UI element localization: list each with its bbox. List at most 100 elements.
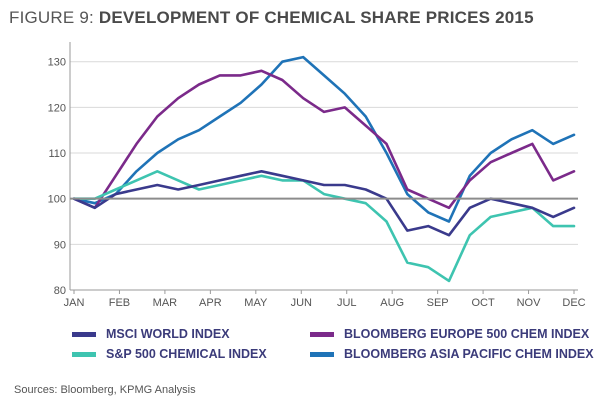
source-note: Sources: Bloomberg, KPMG Analysis bbox=[14, 384, 196, 396]
data-point-msci-world-index bbox=[406, 229, 409, 232]
data-point-bloomberg-asia-pacific-chem-index bbox=[135, 170, 138, 173]
data-point-msci-world-index bbox=[323, 184, 325, 186]
data-point-msci-world-index bbox=[177, 188, 180, 191]
data-point-s-p-500-chemical-index bbox=[239, 179, 242, 182]
legend-swatch-sp500 bbox=[72, 351, 96, 357]
data-point-bloomberg-europe-500-chem-index bbox=[302, 97, 305, 100]
data-point-bloomberg-asia-pacific-chem-index bbox=[364, 115, 367, 118]
legend-label-bloomberg-europe: BLOOMBERG EUROPE 500 CHEM INDEX bbox=[344, 327, 590, 341]
data-point-bloomberg-asia-pacific-chem-index bbox=[448, 220, 450, 223]
data-point-bloomberg-asia-pacific-chem-index bbox=[427, 211, 430, 214]
data-point-bloomberg-asia-pacific-chem-index bbox=[302, 56, 305, 58]
legend-swatch-bloomberg-europe bbox=[310, 331, 334, 337]
data-point-msci-world-index bbox=[260, 170, 263, 173]
data-point-s-p-500-chemical-index bbox=[323, 193, 325, 196]
data-point-msci-world-index bbox=[198, 184, 200, 186]
data-point-msci-world-index bbox=[156, 184, 159, 186]
data-point-bloomberg-europe-500-chem-index bbox=[552, 179, 555, 182]
data-point-msci-world-index bbox=[239, 174, 242, 177]
series-line-msci-world-index bbox=[72, 170, 576, 237]
data-point-bloomberg-asia-pacific-chem-index bbox=[385, 152, 388, 154]
legend-item-bloomberg-europe: BLOOMBERG EUROPE 500 CHEM INDEX bbox=[310, 327, 589, 341]
x-tick-label-apr: APR bbox=[199, 297, 222, 309]
legend-label-bloomberg-asia: BLOOMBERG ASIA PACIFIC CHEM INDEX bbox=[344, 347, 594, 361]
data-point-s-p-500-chemical-index bbox=[468, 234, 471, 237]
data-point-bloomberg-asia-pacific-chem-index bbox=[281, 60, 284, 63]
legend-label-msci: MSCI WORLD INDEX bbox=[106, 327, 230, 341]
data-point-bloomberg-europe-500-chem-index bbox=[343, 106, 346, 109]
data-point-s-p-500-chemical-index bbox=[218, 184, 221, 186]
data-point-msci-world-index bbox=[302, 179, 305, 182]
legend-item-msci: MSCI WORLD INDEX bbox=[72, 327, 230, 341]
data-point-msci-world-index bbox=[364, 188, 367, 191]
y-tick-label-120: 120 bbox=[48, 102, 66, 114]
data-point-bloomberg-asia-pacific-chem-index bbox=[510, 138, 513, 141]
data-point-s-p-500-chemical-index bbox=[448, 280, 450, 282]
x-tick-label-mar: MAR bbox=[153, 297, 178, 309]
data-point-s-p-500-chemical-index bbox=[385, 220, 388, 223]
y-tick-label-80: 80 bbox=[54, 285, 66, 297]
data-point-msci-world-index bbox=[573, 206, 575, 209]
data-point-bloomberg-europe-500-chem-index bbox=[177, 97, 180, 100]
data-point-msci-world-index bbox=[93, 206, 96, 209]
data-point-s-p-500-chemical-index bbox=[281, 179, 284, 182]
legend-swatch-msci bbox=[72, 331, 96, 337]
data-point-bloomberg-europe-500-chem-index bbox=[114, 174, 117, 177]
data-point-s-p-500-chemical-index bbox=[260, 174, 263, 177]
x-tick-label-sep: SEP bbox=[427, 297, 449, 309]
data-point-bloomberg-europe-500-chem-index bbox=[573, 170, 575, 173]
data-point-bloomberg-asia-pacific-chem-index bbox=[177, 138, 180, 141]
data-point-bloomberg-europe-500-chem-index bbox=[218, 74, 221, 77]
legend-label-sp500: S&P 500 CHEMICAL INDEX bbox=[106, 347, 267, 361]
y-tick-label-110: 110 bbox=[48, 148, 66, 160]
figure-number: FIGURE 9: bbox=[9, 8, 94, 27]
data-point-msci-world-index bbox=[114, 193, 117, 196]
data-point-bloomberg-europe-500-chem-index bbox=[198, 83, 200, 86]
data-point-s-p-500-chemical-index bbox=[198, 188, 200, 191]
data-point-bloomberg-asia-pacific-chem-index bbox=[406, 193, 409, 196]
x-tick-label-oct: OCT bbox=[471, 297, 495, 309]
data-point-bloomberg-europe-500-chem-index bbox=[364, 124, 367, 127]
x-tick-label-may: MAY bbox=[244, 297, 268, 309]
y-tick-label-130: 130 bbox=[48, 57, 66, 69]
legend-item-sp500: S&P 500 CHEMICAL INDEX bbox=[72, 347, 267, 361]
data-point-s-p-500-chemical-index bbox=[364, 202, 367, 205]
x-tick-label-dec: DEC bbox=[562, 297, 585, 309]
x-tick-label-aug: AUG bbox=[380, 297, 404, 309]
chart-title: FIGURE 9: DEVELOPMENT OF CHEMICAL SHARE … bbox=[9, 8, 534, 28]
line-chart: 80 90 100 110 120 130 JAN FEB MAR APR MAY JUN JUL AUG… bbox=[48, 42, 586, 309]
data-point-s-p-500-chemical-index bbox=[135, 179, 138, 182]
y-tick-label-90: 90 bbox=[54, 239, 66, 251]
data-point-bloomberg-asia-pacific-chem-index bbox=[198, 129, 200, 132]
x-tick-label-feb: FEB bbox=[109, 297, 130, 309]
data-point-bloomberg-europe-500-chem-index bbox=[468, 179, 471, 182]
data-point-s-p-500-chemical-index bbox=[406, 261, 409, 264]
x-tick-label-jan: JAN bbox=[64, 297, 85, 309]
data-point-msci-world-index bbox=[531, 206, 534, 209]
data-point-s-p-500-chemical-index bbox=[114, 188, 117, 191]
data-point-bloomberg-asia-pacific-chem-index bbox=[531, 129, 534, 132]
y-tick-label-100: 100 bbox=[48, 194, 66, 206]
data-point-msci-world-index bbox=[510, 202, 513, 205]
series-line-bloomberg-asia-pacific-chem-index bbox=[72, 55, 576, 223]
data-point-msci-world-index bbox=[427, 225, 430, 228]
data-point-s-p-500-chemical-index bbox=[510, 211, 513, 214]
data-point-msci-world-index bbox=[281, 174, 284, 177]
legend-swatch-bloomberg-asia bbox=[310, 351, 334, 357]
data-point-bloomberg-asia-pacific-chem-index bbox=[323, 74, 325, 77]
data-point-s-p-500-chemical-index bbox=[177, 179, 180, 182]
data-point-bloomberg-asia-pacific-chem-index bbox=[468, 174, 471, 177]
data-point-bloomberg-asia-pacific-chem-index bbox=[573, 133, 575, 136]
data-point-bloomberg-europe-500-chem-index bbox=[448, 206, 450, 209]
chart-legend: MSCI WORLD INDEX BLOOMBERG EUROPE 500 CH… bbox=[72, 325, 594, 369]
data-point-msci-world-index bbox=[218, 179, 221, 182]
data-point-msci-world-index bbox=[343, 184, 346, 186]
data-point-s-p-500-chemical-index bbox=[489, 216, 492, 218]
data-point-bloomberg-europe-500-chem-index bbox=[260, 69, 263, 72]
data-point-s-p-500-chemical-index bbox=[156, 170, 159, 173]
x-tick-label-jun: JUN bbox=[291, 297, 312, 309]
data-point-bloomberg-europe-500-chem-index bbox=[406, 188, 409, 191]
data-point-bloomberg-asia-pacific-chem-index bbox=[218, 115, 221, 118]
x-tick-label-jul: JUL bbox=[337, 297, 357, 309]
data-point-bloomberg-asia-pacific-chem-index bbox=[260, 83, 263, 86]
